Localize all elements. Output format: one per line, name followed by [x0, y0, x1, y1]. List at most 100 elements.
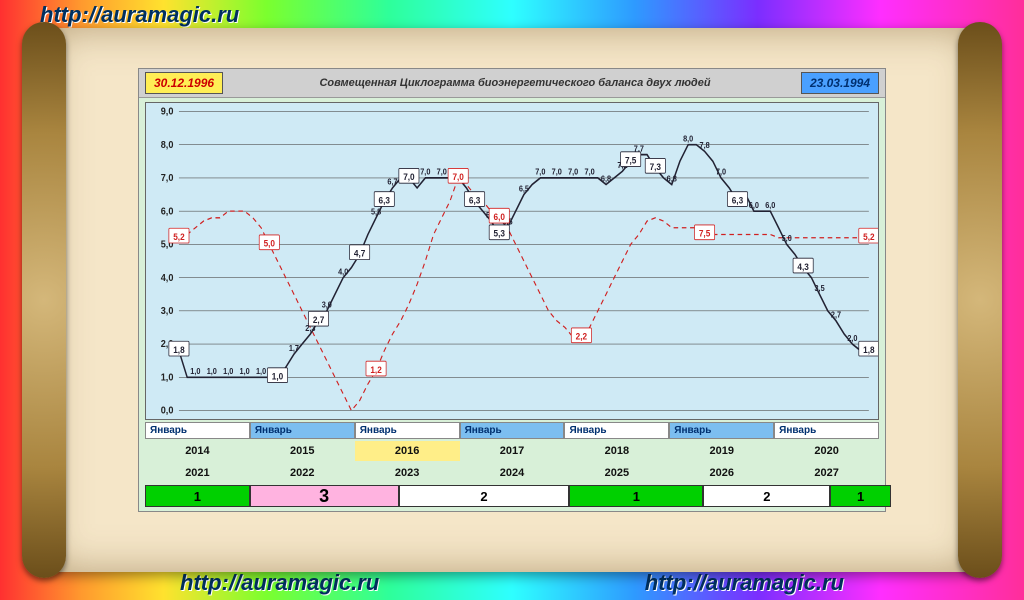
svg-text:7,0: 7,0 [420, 167, 431, 177]
svg-text:0,0: 0,0 [161, 405, 174, 417]
svg-text:6,3: 6,3 [379, 195, 390, 206]
segment-cell: 1 [830, 485, 891, 507]
svg-text:6,3: 6,3 [732, 195, 743, 206]
month-cell: Январь [250, 422, 355, 439]
year-cell: 2026 [669, 463, 774, 483]
year-cell: 2023 [355, 463, 460, 483]
svg-text:1,2: 1,2 [370, 364, 381, 375]
date-left: 30.12.1996 [145, 72, 223, 94]
year-cell: 2025 [564, 463, 669, 483]
svg-text:2,7: 2,7 [313, 314, 324, 325]
svg-text:7,3: 7,3 [650, 161, 661, 172]
svg-text:7,0: 7,0 [437, 167, 448, 177]
chart-header: 30.12.1996 Совмещенная Циклограмма биоэн… [139, 69, 885, 98]
svg-text:1,8: 1,8 [863, 344, 874, 355]
svg-text:6,0: 6,0 [494, 211, 505, 222]
svg-text:7,0: 7,0 [716, 167, 727, 177]
svg-text:9,0: 9,0 [161, 106, 174, 118]
years-row-1: 2014201520162017201820192020 [145, 441, 879, 461]
month-cell: Январь [145, 422, 250, 439]
year-cell: 2016 [355, 441, 460, 461]
svg-text:1,7: 1,7 [289, 343, 300, 353]
year-cell: 2014 [145, 441, 250, 461]
svg-text:6,7: 6,7 [387, 177, 398, 187]
svg-text:7,0: 7,0 [568, 167, 579, 177]
segment-cell: 1 [145, 485, 250, 507]
svg-text:5,3: 5,3 [494, 228, 505, 239]
months-row: ЯнварьЯнварьЯнварьЯнварьЯнварьЯнварьЯнва… [145, 422, 879, 439]
svg-text:5,0: 5,0 [782, 234, 793, 244]
segment-cell: 2 [703, 485, 830, 507]
scroll-background: 30.12.1996 Совмещенная Циклограмма биоэн… [48, 28, 976, 572]
rainbow-frame: http://auramagic.ru http://auramagic.ru … [0, 0, 1024, 600]
month-cell: Январь [355, 422, 460, 439]
svg-text:7,0: 7,0 [585, 167, 596, 177]
svg-text:5,2: 5,2 [173, 231, 184, 242]
svg-text:7,5: 7,5 [625, 155, 636, 166]
segment-cell: 2 [399, 485, 570, 507]
svg-text:8,0: 8,0 [683, 134, 694, 144]
year-cell: 2021 [145, 463, 250, 483]
year-cell: 2018 [564, 441, 669, 461]
svg-text:1,0: 1,0 [190, 367, 201, 377]
watermark-url-top: http://auramagic.ru [40, 2, 239, 28]
svg-text:8,0: 8,0 [161, 139, 174, 151]
svg-text:7,0: 7,0 [552, 167, 563, 177]
segment-cell: 3 [250, 485, 399, 507]
svg-text:1,0: 1,0 [161, 372, 174, 384]
svg-text:1,0: 1,0 [207, 367, 218, 377]
svg-text:6,8: 6,8 [601, 174, 612, 184]
svg-text:1,0: 1,0 [256, 367, 267, 377]
svg-text:6,0: 6,0 [749, 201, 760, 211]
date-right: 23.03.1994 [801, 72, 879, 94]
svg-text:4,0: 4,0 [338, 267, 349, 277]
svg-text:1,0: 1,0 [223, 367, 234, 377]
year-cell: 2020 [774, 441, 879, 461]
month-cell: Январь [564, 422, 669, 439]
watermark-url-bl: http://auramagic.ru [180, 570, 379, 596]
svg-text:6,0: 6,0 [765, 201, 776, 211]
svg-text:7,5: 7,5 [699, 228, 710, 239]
segment-bar: 132121 [145, 485, 879, 507]
month-cell: Январь [669, 422, 774, 439]
svg-text:4,3: 4,3 [797, 261, 808, 272]
year-cell: 2015 [250, 441, 355, 461]
chart-panel: 30.12.1996 Совмещенная Циклограмма биоэн… [138, 68, 886, 512]
year-cell: 2027 [774, 463, 879, 483]
svg-text:1,0: 1,0 [272, 371, 283, 382]
svg-text:3,0: 3,0 [161, 305, 174, 317]
year-cell: 2017 [460, 441, 565, 461]
year-cell: 2022 [250, 463, 355, 483]
svg-text:5,0: 5,0 [264, 238, 275, 249]
svg-text:1,0: 1,0 [240, 367, 251, 377]
svg-text:7,0: 7,0 [535, 167, 546, 177]
svg-text:6,5: 6,5 [519, 184, 530, 194]
svg-text:2,2: 2,2 [576, 331, 587, 342]
svg-text:6,8: 6,8 [667, 174, 678, 184]
svg-text:6,3: 6,3 [469, 195, 480, 206]
svg-text:4,7: 4,7 [354, 248, 365, 259]
svg-text:5,2: 5,2 [863, 231, 874, 242]
month-cell: Январь [460, 422, 565, 439]
svg-text:7,0: 7,0 [403, 171, 414, 182]
svg-text:2,7: 2,7 [831, 310, 842, 320]
svg-text:7,0: 7,0 [161, 173, 174, 185]
year-cell: 2024 [460, 463, 565, 483]
svg-text:1,8: 1,8 [173, 344, 184, 355]
segment-cell: 1 [569, 485, 703, 507]
month-cell: Январь [774, 422, 879, 439]
chart-title: Совмещенная Циклограмма биоэнергетическо… [229, 77, 801, 89]
svg-text:2,0: 2,0 [847, 333, 858, 343]
svg-text:5,8: 5,8 [371, 207, 382, 217]
chart-area: 0,0 1,0 2,0 3,0 4,0 5,0 6,0 7,0 8,0 9,0 1,0 1,0 1,0 1… [145, 102, 879, 420]
svg-text:4,0: 4,0 [161, 272, 174, 284]
svg-text:6,0: 6,0 [161, 206, 174, 218]
svg-text:7,0: 7,0 [452, 171, 463, 182]
year-cell: 2019 [669, 441, 774, 461]
watermark-url-br: http://auramagic.ru [645, 570, 844, 596]
svg-text:7,8: 7,8 [700, 141, 711, 151]
svg-text:3,0: 3,0 [322, 300, 333, 310]
years-row-2: 2021202220232024202520262027 [145, 463, 879, 483]
chart-svg: 0,0 1,0 2,0 3,0 4,0 5,0 6,0 7,0 8,0 9,0 1,0 1,0 1,0 1… [146, 103, 878, 419]
svg-text:3,5: 3,5 [814, 284, 825, 294]
